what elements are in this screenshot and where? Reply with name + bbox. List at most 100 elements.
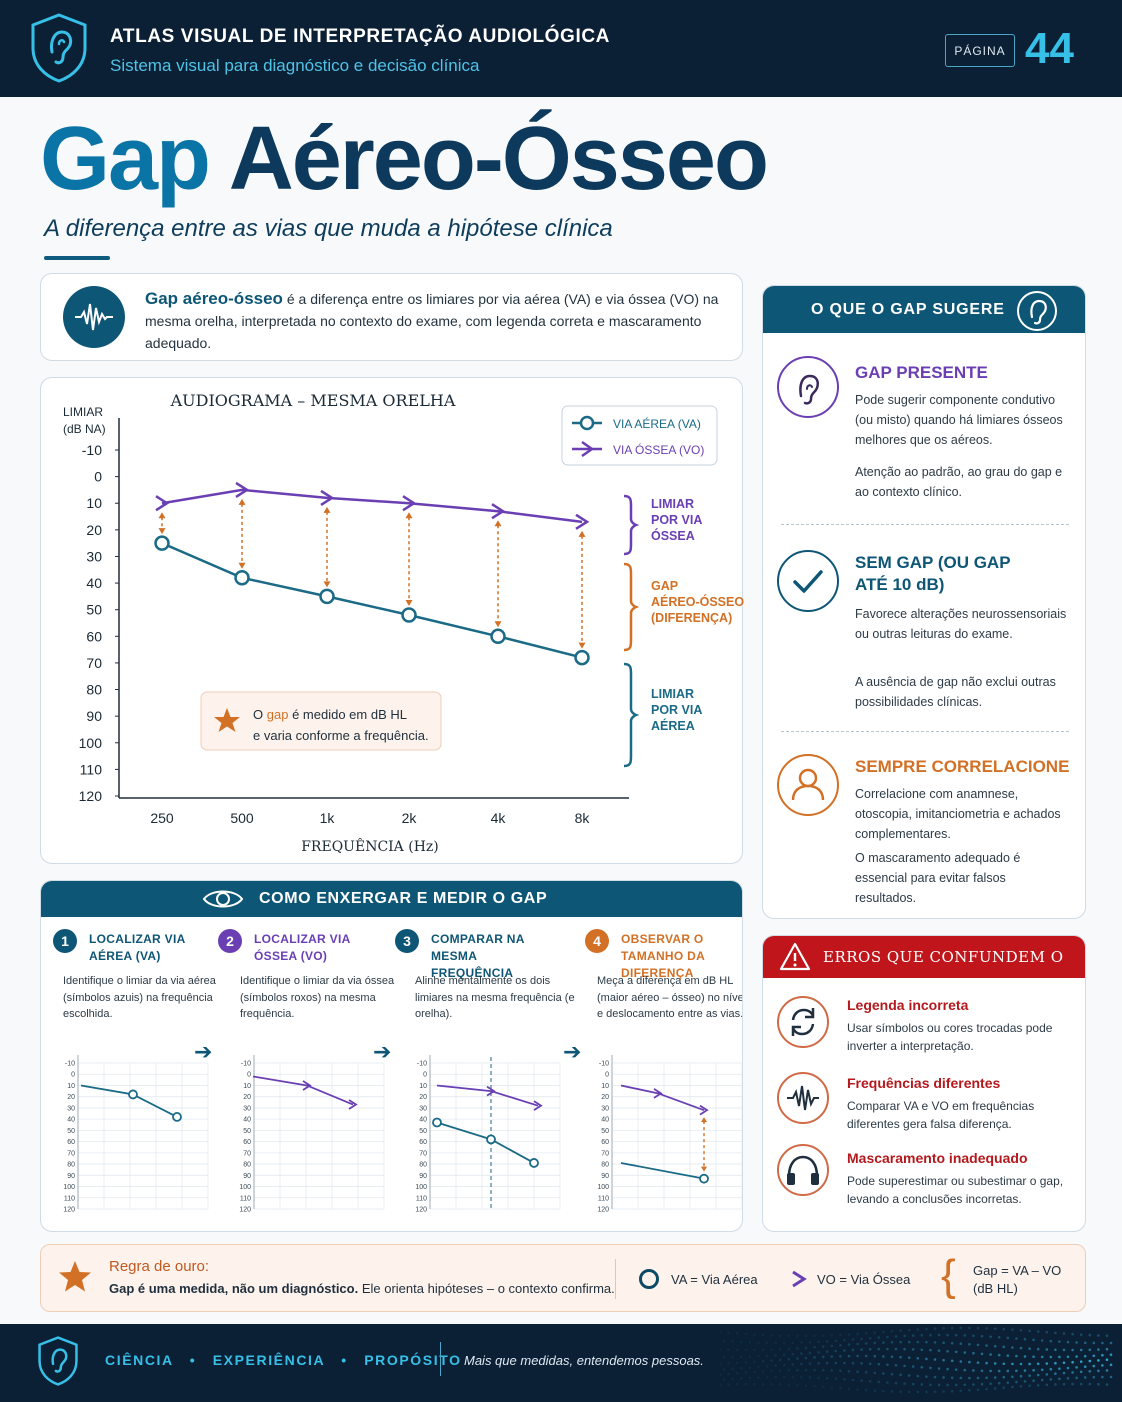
atlas-subtitle: Sistema visual para diagnóstico e decisã… [110, 56, 480, 75]
y-axis-label: LIMIAR (dB NA) [63, 405, 106, 436]
decor-dot [933, 1341, 937, 1344]
decor-dot [1092, 1354, 1096, 1358]
how-to-card: COMO ENXERGAR E MEDIR O GAP 1 LOCALIZAR … [40, 880, 743, 1232]
decor-dot [761, 1359, 765, 1363]
decor-dot [882, 1389, 885, 1393]
decor-dot [817, 1376, 820, 1380]
decor-dot [946, 1333, 949, 1337]
decor-dot [1054, 1383, 1057, 1386]
decor-dot [1083, 1354, 1087, 1358]
decor-dot [744, 1348, 748, 1352]
decor-dot [739, 1340, 743, 1344]
x-tick-label: 2k [402, 810, 418, 826]
mini-tick-label: 30 [419, 1105, 427, 1112]
decor-dot [890, 1329, 894, 1333]
step-title: LOCALIZAR VIA ÓSSEA (VO) [254, 932, 351, 963]
decor-dot [851, 1361, 855, 1365]
decor-dot [890, 1372, 894, 1376]
mini-tick-label: 20 [601, 1094, 609, 1101]
decor-dot [894, 1363, 898, 1367]
decor-dot [1079, 1348, 1083, 1352]
definition-card: Gap aéreo-ósseo é a diferença entre os l… [40, 273, 743, 361]
mini-tick-label: 120 [415, 1207, 427, 1214]
decor-dot [800, 1352, 803, 1355]
decor-dot [860, 1337, 863, 1341]
decor-dot [1054, 1348, 1057, 1352]
decor-dot [825, 1350, 829, 1353]
suggest-p1-3: Correlacione com anamnese, otoscopia, im… [855, 787, 1061, 841]
decor-dot [911, 1348, 915, 1351]
ear-icon [1017, 291, 1057, 331]
decor-dot [722, 1339, 726, 1343]
vo-point [575, 513, 590, 530]
decor-dot [864, 1388, 868, 1392]
decor-dot [963, 1351, 967, 1354]
mini-tick-label: 40 [67, 1117, 75, 1124]
y-tick-label: 0 [94, 469, 102, 485]
mini-chart: -10 0 10 20 30 40 50 60 70 80 90 100 110 120 [415, 1055, 561, 1214]
bracket-label: LIMIAR POR VIA ÓSSEA [651, 497, 702, 543]
decor-dot [916, 1328, 920, 1331]
decor-dot [770, 1334, 773, 1337]
vo-point [320, 489, 335, 506]
decor-dot [1066, 1366, 1070, 1370]
decor-dot [963, 1383, 967, 1387]
mini-tick-label: 120 [239, 1207, 251, 1214]
decor-dot [839, 1369, 842, 1373]
decor-dot [856, 1342, 859, 1346]
mini-vo-point [486, 1085, 496, 1097]
decor-dot [1062, 1361, 1066, 1365]
mini-chart: -10 0 10 20 30 40 50 60 70 80 90 100 110 120 [63, 1055, 209, 1214]
decor-dot [907, 1390, 911, 1394]
mini-tick-label: -10 [599, 1061, 609, 1068]
decor-dot [942, 1341, 945, 1345]
decor-dot [1032, 1368, 1035, 1372]
golden-rule-bar: Regra de ouro: Gap é uma medida, não um … [40, 1244, 1086, 1312]
va-point [401, 607, 417, 623]
decor-dot [997, 1353, 1001, 1357]
decor-dot [720, 1348, 722, 1351]
eye-icon [202, 890, 244, 908]
decor-dot [899, 1373, 902, 1377]
decor-dot [899, 1390, 902, 1394]
errors-header: ERROS QUE CONFUNDEM O GAP [763, 936, 1085, 1009]
decor-dot [882, 1330, 885, 1334]
mini-tick-label: 10 [67, 1083, 75, 1090]
decor-dot [899, 1355, 902, 1359]
mini-vo-point [653, 1088, 663, 1099]
decor-dot [1079, 1333, 1083, 1336]
gap-arrow-head [405, 600, 413, 607]
decor-dot [1066, 1376, 1070, 1380]
decor-dot [1101, 1353, 1104, 1357]
gap-arrow-head [323, 581, 331, 588]
mini-tick-label: 30 [67, 1105, 75, 1112]
decor-dot [843, 1377, 846, 1381]
decor-dot [933, 1358, 937, 1361]
decor-dot [821, 1345, 825, 1348]
decor-dot [1028, 1362, 1031, 1366]
decor-dot [890, 1390, 894, 1393]
decor-dot [787, 1368, 791, 1372]
y-tick-label: -10 [82, 442, 102, 458]
step-title: LOCALIZAR VIA AÉREA (VA) [89, 932, 186, 963]
decor-dot [825, 1361, 829, 1365]
mini-tick-label: 90 [601, 1173, 609, 1180]
decor-dot [847, 1333, 851, 1336]
decor-dot [1105, 1358, 1109, 1361]
decor-dot [976, 1376, 980, 1380]
decor-dot [731, 1367, 734, 1371]
footer-pillars: CIÊNCIA • EXPERIÊNCIA • PROPÓSITO [105, 1352, 462, 1368]
va-circle-icon [639, 1269, 659, 1289]
mini-tick-label: 90 [419, 1173, 427, 1180]
mini-va-line [80, 1084, 178, 1118]
decor-dot [796, 1383, 799, 1387]
decor-dot [843, 1361, 846, 1365]
suggest-p1-2: Favorece alterações neurossensoriais ou … [855, 607, 1067, 641]
decor-dot [1015, 1380, 1018, 1384]
decor-dot [864, 1331, 868, 1335]
decor-dot [985, 1361, 988, 1365]
x-axis-label: FREQUÊNCIA (Hz) [301, 837, 439, 855]
decor-dot [748, 1355, 752, 1358]
mini-tick-label: 80 [419, 1162, 427, 1169]
decor-dot [985, 1344, 988, 1347]
